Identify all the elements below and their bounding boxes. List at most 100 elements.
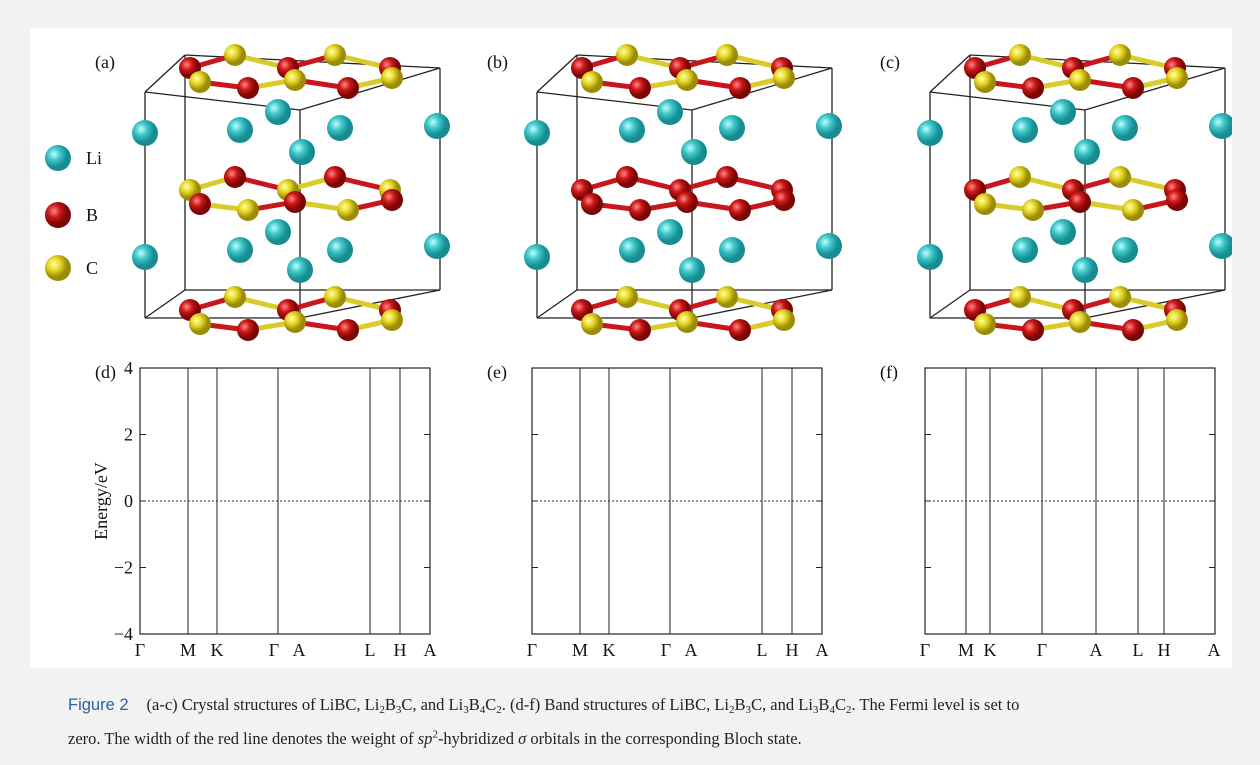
atom: [1166, 309, 1188, 331]
atom: [324, 166, 346, 188]
atom: [189, 193, 211, 215]
atom: [284, 311, 306, 333]
cell-edge: [692, 68, 832, 110]
band-structure: ΓMKΓALHA(f): [880, 362, 1221, 660]
x-tick-label: K: [984, 640, 997, 660]
atom: [619, 117, 645, 143]
atom: [237, 77, 259, 99]
atom: [337, 319, 359, 341]
y-tick-label: 0: [124, 491, 133, 511]
atom: [719, 237, 745, 263]
atom: [524, 244, 550, 270]
caption-label: Figure 2: [68, 696, 129, 714]
atom: [327, 237, 353, 263]
atom: [581, 193, 603, 215]
atom: [1050, 219, 1076, 245]
caption-text: . The Fermi level is set to: [851, 695, 1019, 714]
atom: [629, 199, 651, 221]
band: [180, 370, 220, 463]
atom: [227, 117, 253, 143]
atom: [716, 166, 738, 188]
x-tick-label: K: [211, 640, 224, 660]
atom: [629, 319, 651, 341]
figure-graphics: (a)(b)(c)LiBC420−2−4ΓMKΓALHA(d)Energy/eV…: [30, 28, 1232, 668]
caption: Figure 2 (a-c) Crystal structures of LiBC…: [68, 688, 1238, 755]
atom: [657, 219, 683, 245]
atom: [1009, 44, 1031, 66]
band: [1138, 593, 1205, 634]
atom: [716, 286, 738, 308]
bands: [143, 370, 430, 635]
atom: [1109, 286, 1131, 308]
atom: [581, 71, 603, 93]
atom: [1122, 77, 1144, 99]
band: [928, 568, 1042, 618]
atom: [1022, 199, 1044, 221]
atom: [1012, 237, 1038, 263]
atom: [265, 99, 291, 125]
atom: [917, 244, 943, 270]
atom: [676, 69, 698, 91]
band: [580, 475, 609, 498]
panel-label: (a): [95, 52, 115, 73]
atom: [616, 286, 638, 308]
atom: [324, 286, 346, 308]
atom: [284, 69, 306, 91]
x-tick-label: A: [685, 640, 698, 660]
atom: [616, 166, 638, 188]
band: [535, 398, 670, 608]
x-tick-label: M: [958, 640, 974, 660]
x-tick-label: Γ: [269, 640, 279, 660]
band: [295, 568, 430, 634]
x-tick-label: L: [757, 640, 768, 660]
atom: [616, 44, 638, 66]
x-tick-label: Γ: [661, 640, 671, 660]
atom: [337, 199, 359, 221]
band: [632, 435, 670, 634]
caption-text: (a-c) Crystal structures of LiBC, Li: [147, 695, 380, 714]
y-tick-label: −2: [114, 558, 133, 578]
caption-text: sp: [418, 729, 433, 748]
atom: [676, 311, 698, 333]
panel-label: (f): [880, 362, 898, 383]
atom: [917, 120, 943, 146]
atom: [324, 44, 346, 66]
band: [670, 435, 752, 598]
atom: [1122, 319, 1144, 341]
page: {"structures":{"panel_labels":["(a)","(b…: [0, 0, 1260, 765]
atom: [327, 115, 353, 141]
caption-text: -hybridized: [438, 729, 518, 748]
caption-text: B: [735, 695, 746, 714]
cell-edge: [537, 290, 577, 318]
atom: [289, 139, 315, 165]
legend-label: Li: [86, 148, 102, 168]
atom: [1069, 191, 1091, 213]
band: [188, 370, 235, 430]
band: [143, 501, 210, 635]
caption-text: orbitals in the corresponding Bloch stat…: [526, 729, 801, 748]
atom: [1069, 311, 1091, 333]
atom: [237, 199, 259, 221]
x-tick-label: A: [1208, 640, 1221, 660]
atom: [681, 139, 707, 165]
atom: [1166, 189, 1188, 211]
atom: [524, 120, 550, 146]
legend-atom: [45, 255, 71, 281]
cell-edge: [145, 290, 185, 318]
caption-text: B: [818, 695, 829, 714]
band: [935, 589, 995, 634]
atom: [224, 286, 246, 308]
caption-text: . (d-f) Band structures of LiBC, Li: [502, 695, 729, 714]
atom: [1022, 77, 1044, 99]
x-tick-label: L: [1133, 640, 1144, 660]
band: [188, 488, 278, 598]
atom: [1109, 44, 1131, 66]
atom: [265, 219, 291, 245]
figure: (a)(b)(c)LiBC420−2−4ΓMKΓALHA(d)Energy/eV…: [30, 28, 1232, 668]
atom: [132, 244, 158, 270]
atom: [1009, 286, 1031, 308]
y-axis-label: Energy/eV: [91, 462, 111, 540]
atom: [619, 237, 645, 263]
band: [535, 433, 602, 634]
atom: [237, 319, 259, 341]
